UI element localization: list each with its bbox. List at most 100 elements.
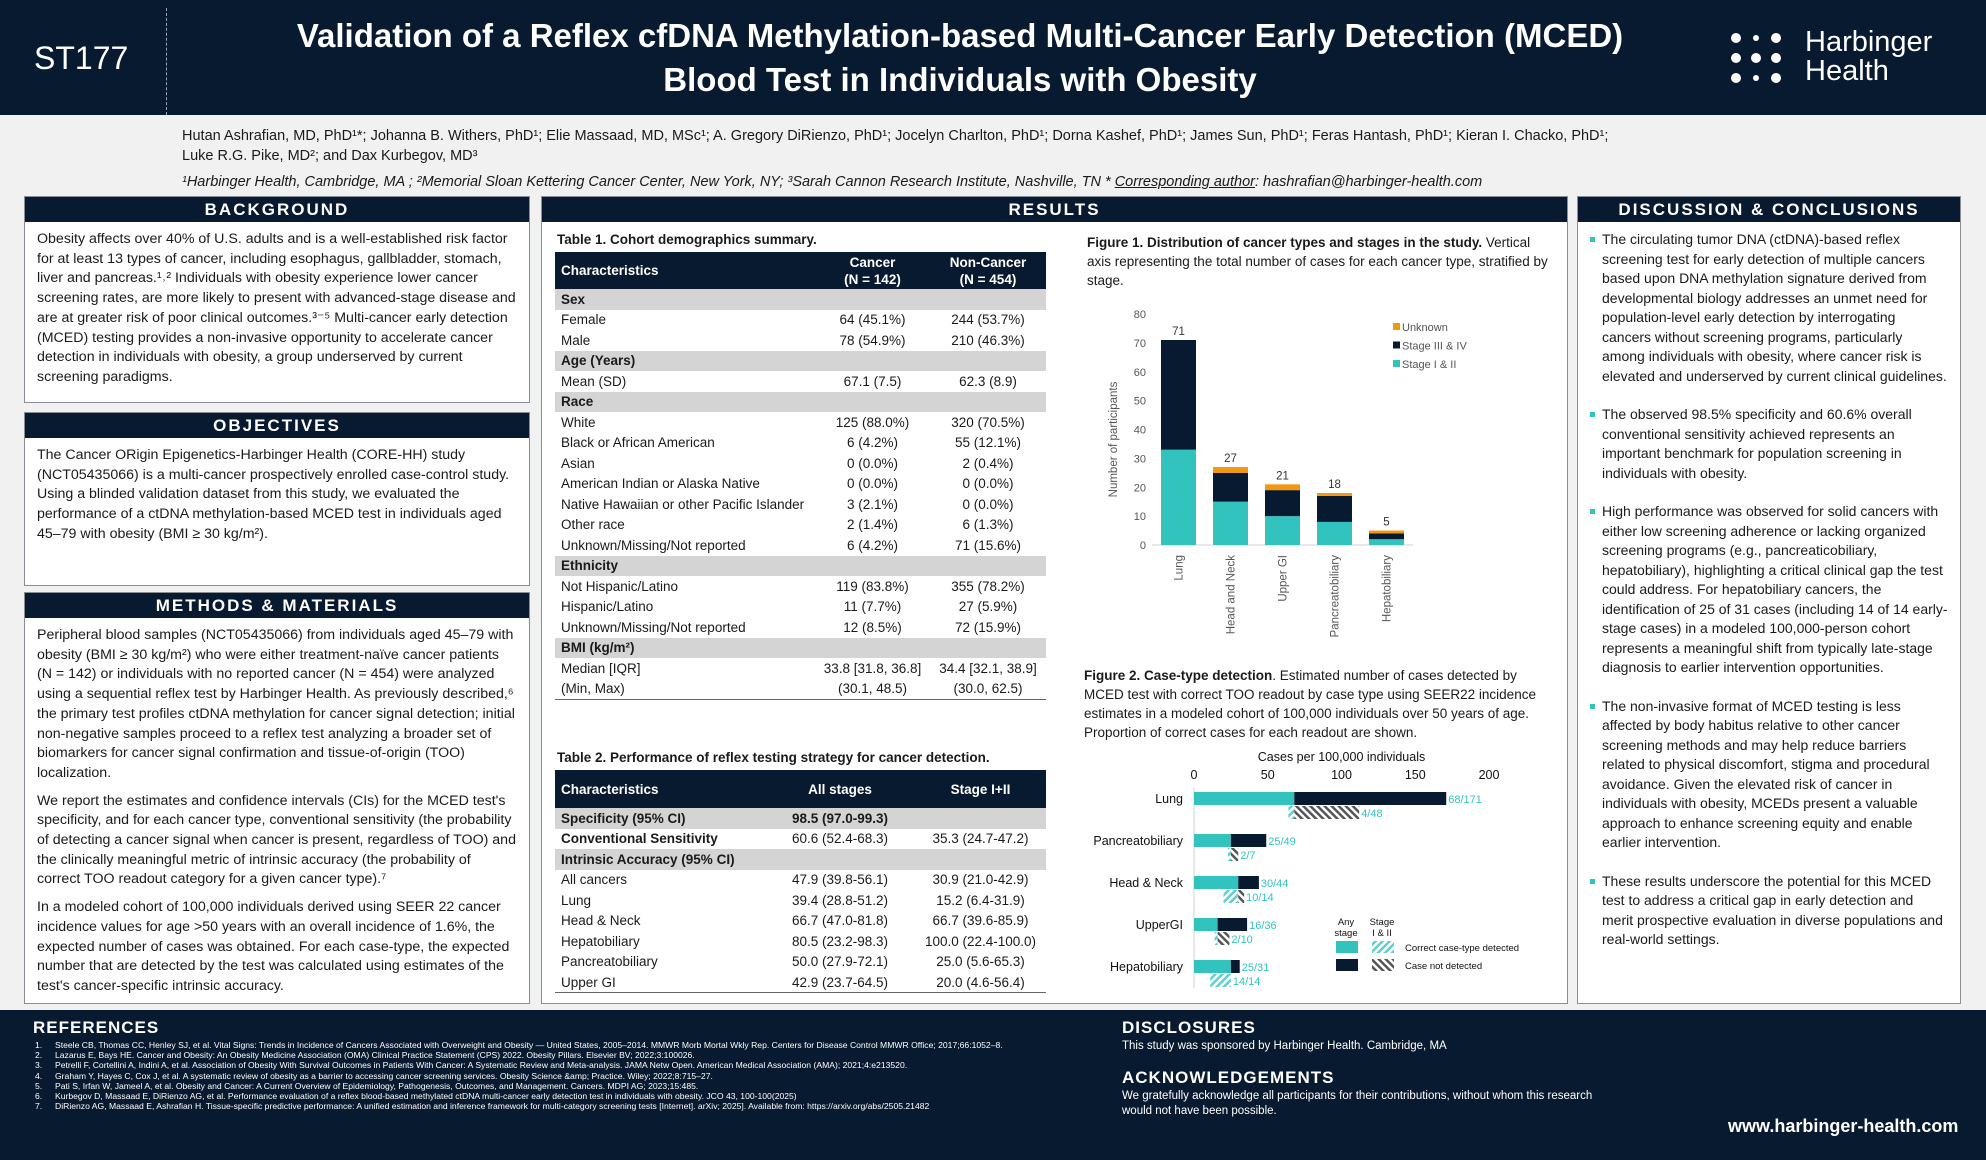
bar-value-label: 2/7 xyxy=(1240,850,1255,862)
cell-value: 6 (1.3%) xyxy=(962,517,1014,533)
table1-caption: Table 1. Cohort demographics summary. xyxy=(557,232,817,247)
row-label: American Indian or Alaska Native xyxy=(561,476,760,492)
x-tick-label: Upper GI xyxy=(1278,555,1290,602)
table-row: Unknown/Missing/Not reported 12 (8.5%) 72 … xyxy=(555,617,1046,638)
table-row: Head & Neck 66.7 (47.0-81.8) 66.7 (39.6-85… xyxy=(555,911,1046,932)
reference-number: 1. xyxy=(35,1040,43,1050)
reference-text: Graham Y, Hayes C, Cox J, et al. A syste… xyxy=(55,1070,713,1081)
cell-value: 71 (15.6%) xyxy=(954,537,1022,553)
disclosures-heading: DISCLOSURES xyxy=(1122,1018,1256,1037)
y-tick-label: 30 xyxy=(1134,453,1146,465)
affiliations: ¹Harbinger Health, Cambridge, MA ; ²Memo… xyxy=(182,174,1482,190)
y-tick-label: 70 xyxy=(1134,338,1146,350)
table-row: American Indian or Alaska Native 0 (0.0%)… xyxy=(555,474,1046,495)
bar-value-label: 25/31 xyxy=(1242,962,1270,974)
bar-not-detected-any-stage xyxy=(1217,918,1248,931)
logo-line-2: Health xyxy=(1805,55,1889,87)
table-row: Median [IQR] 33.8 [31.8, 36.8] 34.4 [32.1,… xyxy=(555,658,1046,679)
bar-not-detected-any-stage xyxy=(1238,876,1259,889)
row-label: Hispanic/Latino xyxy=(561,599,654,615)
reference-item: 4. Graham Y, Hayes C, Cox J, et al. A sys… xyxy=(33,1071,1093,1081)
cell-value: 72 (15.9%) xyxy=(954,619,1022,635)
row-label: Male xyxy=(561,332,591,348)
bar-segment-stage-i-ii xyxy=(1213,501,1248,545)
legend-swatch-not-detected-hatch xyxy=(1372,959,1394,971)
cell-value: 2 (1.4%) xyxy=(846,517,899,533)
row-label: Asian xyxy=(561,455,595,471)
figure1-caption-text: Vertical axis representing the total num… xyxy=(1087,235,1548,288)
x-tick-label: 0 xyxy=(1191,768,1198,782)
x-tick-label: Hepatobiliary xyxy=(1382,555,1394,622)
y-tick-label: 50 xyxy=(1134,396,1146,408)
row-label: Other race xyxy=(561,517,625,533)
table-row: Hispanic/Latino 11 (7.7%) 27 (5.9%) xyxy=(555,597,1046,618)
category-label: Lung xyxy=(1155,792,1183,806)
logo-line-1: Harbinger xyxy=(1805,26,1933,58)
section-row: Age (Years) xyxy=(555,350,1046,371)
cell-value: 47.9 (39.8-56.1) xyxy=(791,872,889,888)
row-label: Not Hispanic/Latino xyxy=(561,578,679,594)
row-label: Pancreatobiliary xyxy=(561,954,658,970)
poster-id: ST177 xyxy=(34,40,129,76)
legend-label: Stage III & IV xyxy=(1402,341,1467,353)
bar-value-label: 30/44 xyxy=(1261,878,1289,890)
reference-number: 7. xyxy=(35,1101,43,1112)
legend-label: Stage I & II xyxy=(1402,359,1456,371)
corresponding-author-label: Corresponding author xyxy=(1114,174,1255,190)
row-label: Head & Neck xyxy=(561,913,641,929)
cell-value: 78 (54.9%) xyxy=(839,332,906,348)
table-row: Upper GI 42.9 (23.7-64.5) 20.0 (4.6-56.4) xyxy=(555,972,1046,993)
cell-value: 50.0 (27.9-72.1) xyxy=(791,954,889,970)
cell-value: 64 (45.1%) xyxy=(839,312,906,328)
bar-value-label: 25/49 xyxy=(1268,836,1296,848)
conclusion-list: The circulating tumor DNA (ctDNA)-based … xyxy=(1578,222,1960,950)
cell-value: 30.9 (21.0-42.9) xyxy=(932,872,1029,888)
row-label: Conventional Sensitivity xyxy=(561,831,718,847)
figure1-caption-title: Figure 1. Distribution of cancer types a… xyxy=(1087,235,1483,250)
cell-value: 244 (53.7%) xyxy=(951,312,1025,328)
logo-text: Harbinger Health xyxy=(1805,28,1932,86)
poster-title: Validation of a Reflex cfDNA Methylation… xyxy=(200,14,1720,102)
bar-not-detected-any-stage xyxy=(1294,792,1447,805)
bar-segment-stage-i-ii xyxy=(1317,521,1352,545)
author-list: Hutan Ashrafian, MD, PhD¹*; Johanna B. W… xyxy=(182,126,1742,166)
title-line-1: Validation of a Reflex cfDNA Methylation… xyxy=(296,17,1624,54)
bar-segment-unknown xyxy=(1213,467,1248,473)
cell-value: 33.8 [31.8, 36.8] xyxy=(823,660,922,676)
row-label: Mean (SD) xyxy=(561,373,627,389)
x-tick-label: Lung xyxy=(1174,555,1186,581)
column-header: Stage I+II xyxy=(915,770,1046,808)
legend-swatch-detected xyxy=(1336,941,1358,953)
methods-paragraph: Peripheral blood samples (NCT05435066) f… xyxy=(37,627,515,781)
row-label: All cancers xyxy=(561,872,628,888)
y-tick-label: 10 xyxy=(1134,511,1146,523)
row-label: Native Hawaiian or other Pacific Islande… xyxy=(561,496,805,512)
bar-segment-unknown xyxy=(1369,530,1404,534)
bar-segment-stage-i-ii xyxy=(1369,539,1404,545)
authors-line-2: Luke R.G. Pike, MD²; and Dax Kurbegov, M… xyxy=(182,148,478,164)
y-tick-label: 40 xyxy=(1134,425,1146,437)
section-heading: OBJECTIVES xyxy=(25,413,529,438)
bar-segment-stage-i-ii xyxy=(1265,516,1300,545)
y-tick-label: 0 xyxy=(1140,540,1146,552)
bar-value-label: 16/36 xyxy=(1249,920,1277,932)
cell-value: 66.7 (47.0-81.8) xyxy=(791,913,889,929)
table-row: Male 78 (54.9%) 210 (46.3%) xyxy=(555,330,1046,351)
bar-not-detected-any-stage xyxy=(1230,960,1240,973)
cell-value: 60.6 (52.4-68.3) xyxy=(791,831,889,847)
bar-detected-stage-I-II xyxy=(1288,806,1295,819)
bar-not-detected-stage-I-II xyxy=(1217,932,1230,945)
reference-text: Pati S, Irfan W, Jameel A, et al. Obesit… xyxy=(55,1080,699,1091)
website-link[interactable]: www.harbinger-health.com xyxy=(1728,1116,1959,1136)
disclosures-text: This study was sponsored by Harbinger He… xyxy=(1122,1040,1447,1052)
header-divider xyxy=(166,8,167,115)
table-row: Not Hispanic/Latino 119 (83.8%) 355 (78.2%… xyxy=(555,576,1046,597)
figure2-caption-text: . Estimated number of cases detected by … xyxy=(1084,668,1536,740)
table-row: Female 64 (45.1%) 244 (53.7%) xyxy=(555,310,1046,331)
cell-value: 6 (4.2%) xyxy=(846,435,899,451)
affiliation-text: ¹Harbinger Health, Cambridge, MA ; ²Memo… xyxy=(182,174,1115,190)
legend-swatch-not-detected xyxy=(1336,959,1358,971)
column-header: Characteristics xyxy=(555,770,765,808)
bar-not-detected-stage-I-II xyxy=(1238,890,1245,903)
cell-value: (30.0, 62.5) xyxy=(930,678,1046,700)
